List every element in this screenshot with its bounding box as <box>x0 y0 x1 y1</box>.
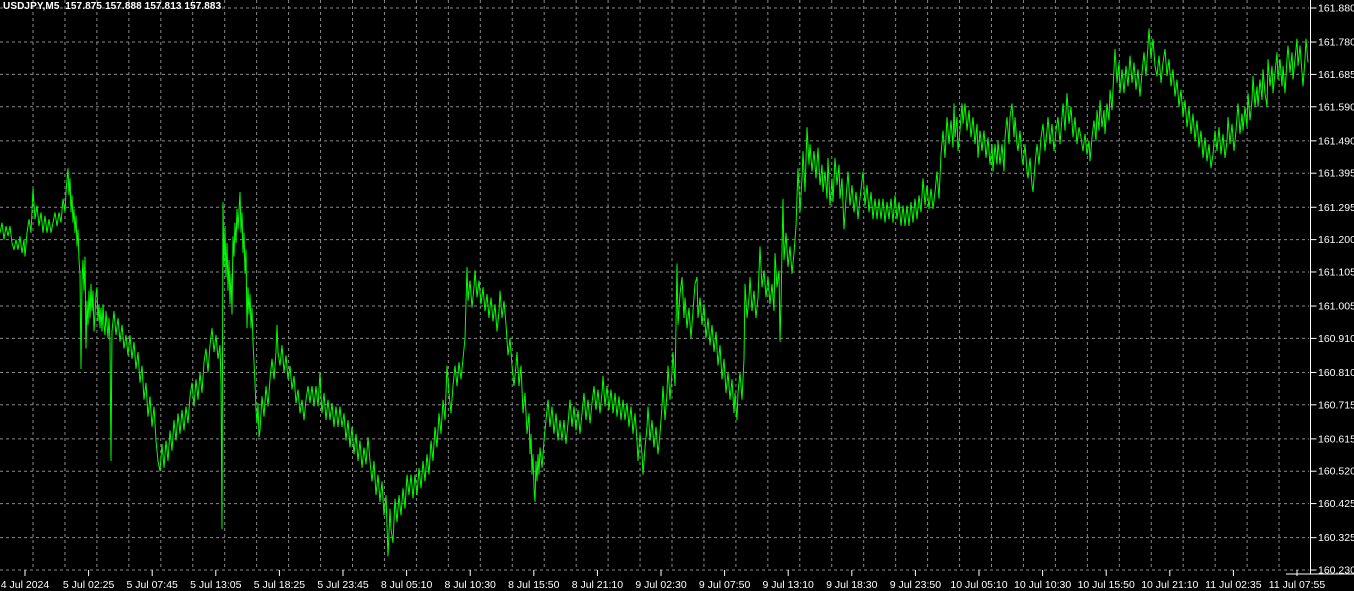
price-axis-label: 160.715 <box>1318 399 1354 411</box>
time-axis-label: 10 Jul 10:30 <box>1014 579 1071 591</box>
time-axis-label: 11 Jul 02:35 <box>1205 579 1262 591</box>
time-axis-label: 5 Jul 18:25 <box>254 579 306 591</box>
time-axis-label: 9 Jul 02:30 <box>635 579 687 591</box>
time-axis-label: 5 Jul 13:05 <box>190 579 242 591</box>
price-axis-label: 160.325 <box>1318 532 1354 544</box>
price-series-line <box>0 28 1309 557</box>
time-axis-label: 8 Jul 15:50 <box>508 579 560 591</box>
time-axis-label: 9 Jul 18:30 <box>826 579 878 591</box>
price-axis-label: 161.880 <box>1318 3 1354 15</box>
price-axis-label: 161.590 <box>1318 101 1354 113</box>
time-axis-label: 4 Jul 2024 <box>1 579 50 591</box>
price-axis-label: 161.490 <box>1318 135 1354 147</box>
price-axis-label: 161.395 <box>1318 168 1354 180</box>
price-axis-label: 161.105 <box>1318 266 1354 278</box>
time-axis-label: 5 Jul 07:45 <box>127 579 179 591</box>
chart-title-ohlc: USDJPY,M5 157.875 157.888 157.813 157.88… <box>3 1 222 12</box>
time-axis-label: 5 Jul 23:45 <box>317 579 369 591</box>
time-axis-label: 5 Jul 02:25 <box>63 579 115 591</box>
price-axis-label: 160.615 <box>1318 433 1354 445</box>
price-axis-label: 161.295 <box>1318 202 1354 214</box>
price-axis-label: 160.520 <box>1318 466 1354 478</box>
time-axis-label: 9 Jul 23:50 <box>890 579 942 591</box>
price-axis-label: 161.780 <box>1318 37 1354 49</box>
price-axis-label: 161.005 <box>1318 301 1354 313</box>
time-axis-label: 8 Jul 10:30 <box>445 579 497 591</box>
time-axis-label: 9 Jul 13:10 <box>763 579 815 591</box>
time-axis-label: 8 Jul 05:10 <box>381 579 433 591</box>
price-axis-label: 160.230 <box>1318 564 1354 576</box>
price-axis-label: 160.810 <box>1318 367 1354 379</box>
price-axis-label: 160.425 <box>1318 498 1354 510</box>
time-axis-label: 8 Jul 21:10 <box>572 579 624 591</box>
time-axis-label: 9 Jul 07:50 <box>699 579 751 591</box>
time-axis-label: 11 Jul 07:55 <box>1269 579 1326 591</box>
time-axis-label: 10 Jul 15:50 <box>1078 579 1135 591</box>
price-axis-label: 161.200 <box>1318 234 1354 246</box>
time-axis-label: 10 Jul 21:10 <box>1141 579 1198 591</box>
price-axis-label: 160.910 <box>1318 333 1354 345</box>
price-axis-label: 161.685 <box>1318 69 1354 81</box>
time-axis-label: 10 Jul 05:10 <box>950 579 1007 591</box>
